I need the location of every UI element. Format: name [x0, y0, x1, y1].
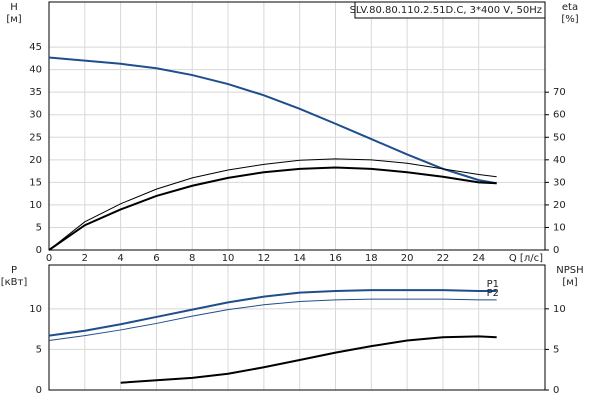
curve [120, 335, 497, 384]
x-tick-label: 12 [258, 253, 271, 264]
y-tick-label: 0 [36, 385, 42, 396]
x-tick-label: 16 [329, 253, 342, 264]
x-tick-label: 18 [365, 253, 378, 264]
y-tick-label: 5 [36, 344, 42, 355]
y2-tick-label: 70 [553, 87, 566, 98]
y2-tick-label: 30 [553, 177, 566, 188]
y-tick-label: 40 [29, 65, 42, 76]
y-tick-label: 20 [29, 155, 42, 166]
y2-axis-unit: [м] [562, 277, 577, 288]
y2-tick-label: 0 [553, 385, 559, 396]
x-tick-label: 20 [401, 253, 414, 264]
y-tick-label: 15 [29, 177, 42, 188]
y-tick-label: 5 [36, 222, 42, 233]
x-tick-label: 2 [82, 253, 88, 264]
y2-tick-label: 10 [553, 304, 566, 315]
y2-tick-label: 0 [553, 245, 559, 256]
y2-tick-label: 60 [553, 110, 566, 121]
y2-tick-label: 50 [553, 132, 566, 143]
y2-tick-label: 10 [553, 222, 566, 233]
curve [48, 298, 497, 341]
plot-frame [48, 1, 546, 251]
y-tick-label: 10 [29, 200, 42, 211]
y-axis-label: H [10, 2, 18, 13]
x-tick-label: 10 [222, 253, 235, 264]
x-tick-label: 24 [472, 253, 485, 264]
y-axis-unit: [кВт] [1, 277, 28, 288]
y2-tick-label: 40 [553, 155, 566, 166]
y-tick-label: 45 [29, 42, 42, 53]
y-tick-label: 30 [29, 110, 42, 121]
y-tick-label: 10 [29, 304, 42, 315]
y-tick-label: 35 [29, 87, 42, 98]
curve [48, 56, 497, 185]
x-tick-label: 22 [437, 253, 450, 264]
plot-frame [48, 264, 546, 391]
x-axis-label: Q [л/с] [509, 253, 543, 264]
curve-label: P1 [487, 279, 499, 290]
y-tick-label: 25 [29, 132, 42, 143]
y-tick-label: 0 [36, 245, 42, 256]
y2-axis-label: NPSH [556, 265, 583, 276]
y2-tick-label: 20 [553, 200, 566, 211]
curve [48, 158, 497, 251]
y2-tick-label: 5 [553, 344, 559, 355]
y-axis-unit: [м] [6, 14, 21, 25]
x-tick-label: 14 [293, 253, 306, 264]
x-tick-label: 6 [153, 253, 159, 264]
curve [48, 166, 497, 251]
x-tick-label: 0 [46, 253, 52, 264]
x-tick-label: 8 [189, 253, 195, 264]
chart-title: SLV.80.80.110.2.51D.C, 3*400 V, 50Hz [350, 5, 542, 16]
y-axis-label: P [11, 265, 17, 276]
curve [48, 289, 497, 337]
curve-label: P2 [487, 288, 499, 299]
x-tick-label: 4 [117, 253, 123, 264]
y2-axis-unit: [%] [561, 14, 578, 25]
title-box [354, 1, 546, 19]
y2-axis-label: eta [562, 2, 578, 13]
